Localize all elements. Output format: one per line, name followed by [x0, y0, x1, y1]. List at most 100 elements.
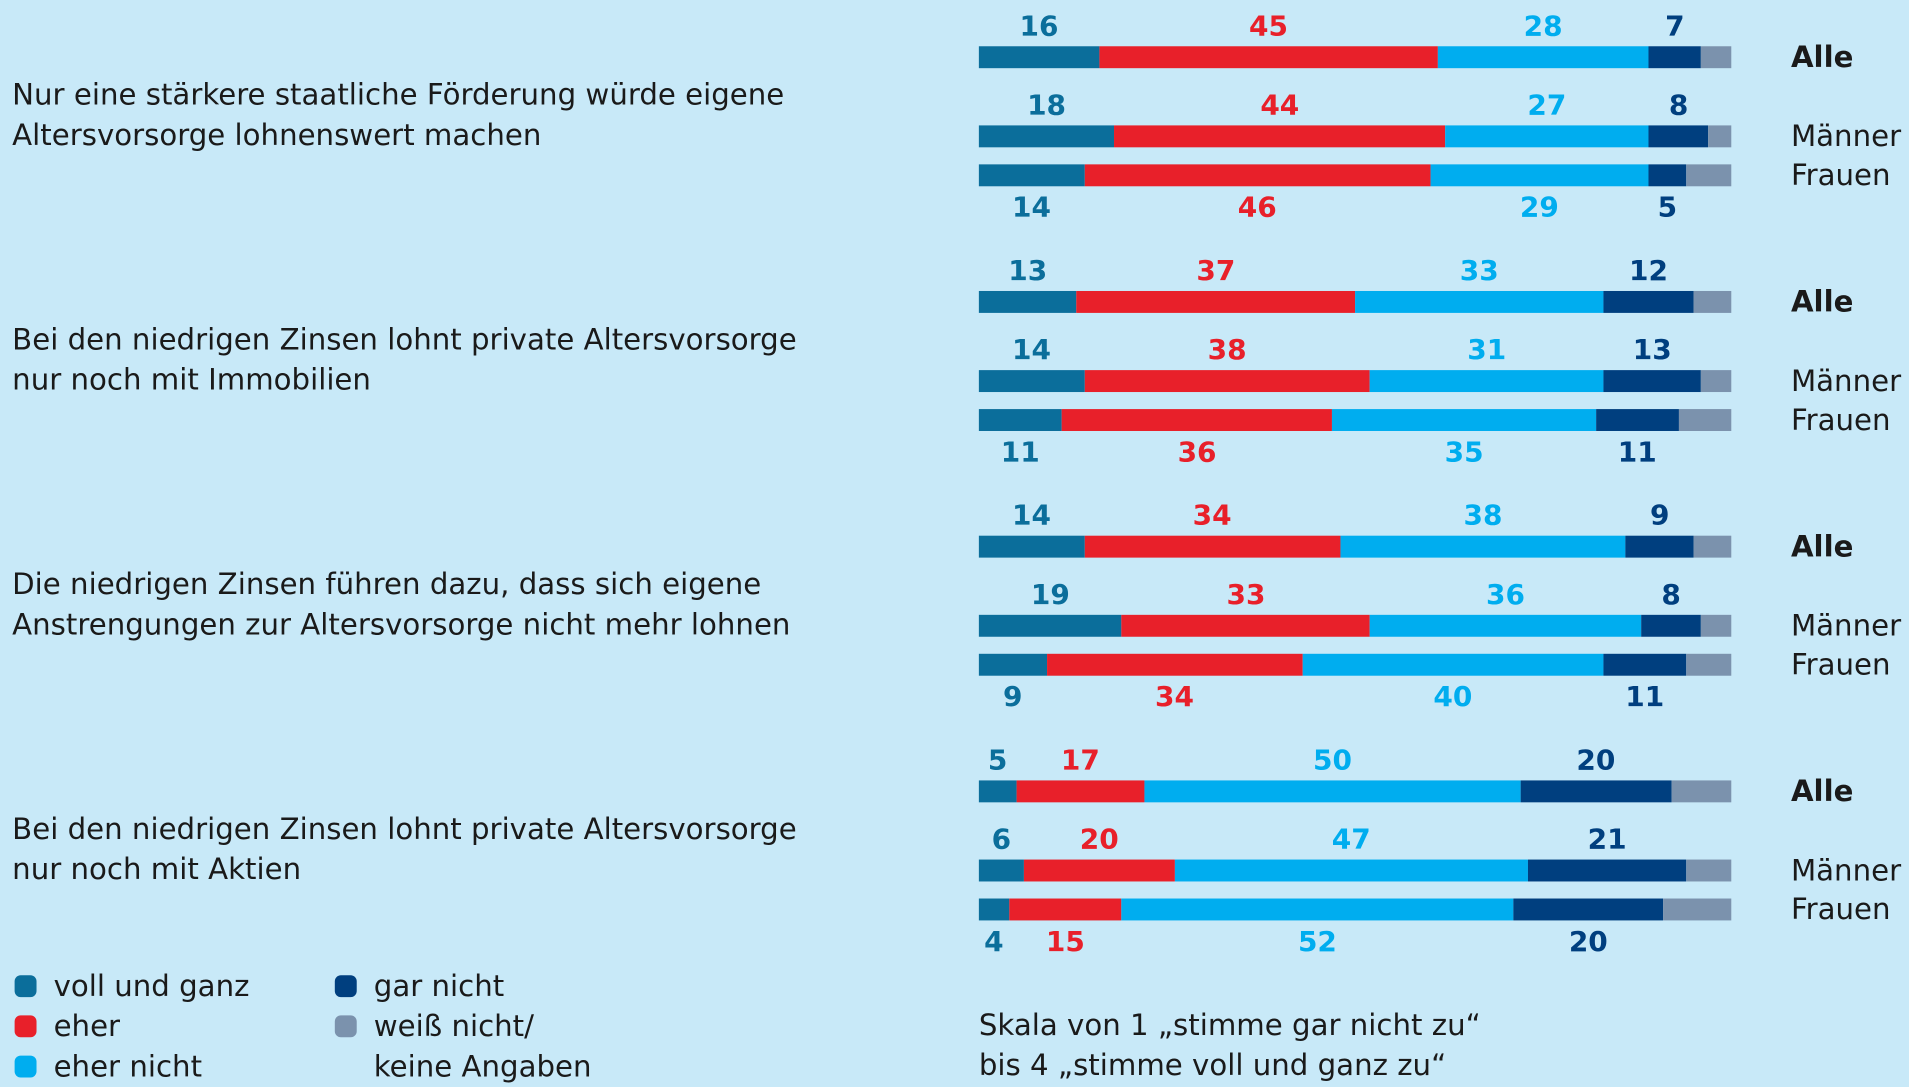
row-label: Männer: [1790, 608, 1902, 643]
bar-segment: [1603, 653, 1687, 676]
row-label: Alle: [1790, 529, 1854, 564]
bar-segment: [1144, 780, 1521, 803]
value-label: 13: [1008, 255, 1048, 288]
row-label: Männer: [1790, 364, 1902, 399]
bar-segment: [1008, 898, 1122, 921]
legend-swatch: [334, 975, 357, 998]
legend-label: weiß nicht/ keine Angaben: [373, 1009, 592, 1084]
bar-segment: [1648, 164, 1687, 187]
bar-segment: [1084, 535, 1341, 558]
legend-swatch: [14, 1015, 37, 1038]
bar-segment: [1302, 653, 1604, 676]
value-label: 11: [1617, 437, 1657, 469]
value-label: 7: [1665, 10, 1685, 43]
legend-swatch: [334, 1015, 357, 1038]
value-label: 12: [1629, 255, 1668, 288]
bar-segment: [978, 46, 1100, 69]
legend-swatch: [14, 1055, 37, 1078]
bar-segment: [1016, 780, 1145, 803]
bar-segment: [1174, 859, 1529, 882]
bar-segment: [1340, 535, 1626, 558]
value-label: 8: [1661, 579, 1681, 612]
value-label: 33: [1226, 579, 1266, 612]
value-label: 38: [1463, 500, 1503, 533]
bar-segment: [1046, 653, 1303, 676]
bar-segment: [1686, 164, 1732, 187]
row-label: Frauen: [1790, 892, 1891, 927]
statement: Bei den niedrigen Zinsen lohnt private A…: [12, 812, 797, 887]
bar-segment: [1437, 46, 1649, 69]
value-label: 35: [1444, 437, 1484, 469]
bar-segment: [978, 164, 1085, 187]
value-label: 9: [1650, 500, 1670, 533]
bar-segment: [1648, 125, 1709, 148]
value-label: 20: [1576, 745, 1616, 777]
bar-segment: [1701, 370, 1732, 393]
value-label: 11: [1625, 681, 1665, 714]
bar-segment: [1693, 535, 1732, 558]
value-label: 15: [1045, 926, 1085, 959]
bar-segment: [978, 370, 1085, 393]
value-label: 28: [1523, 10, 1563, 43]
row-label: Alle: [1790, 40, 1854, 75]
bar-segment: [1520, 780, 1672, 803]
bar-segment: [1084, 370, 1371, 393]
row-label: Frauen: [1790, 402, 1891, 438]
bar-segment: [1603, 370, 1702, 393]
bar-segment: [978, 290, 1077, 313]
bar-segment: [1370, 614, 1641, 637]
value-label: 14: [1012, 334, 1052, 367]
bar-segment: [1640, 614, 1702, 637]
row-label: Alle: [1790, 774, 1854, 809]
legend-label: voll und ganz: [53, 969, 250, 1004]
bar-segment: [1663, 898, 1732, 921]
value-label: 38: [1207, 334, 1247, 367]
bar-segment: [1445, 125, 1649, 148]
legend-label: eher: [53, 1009, 121, 1044]
bar-segment: [1708, 125, 1732, 148]
bar-segment: [1625, 535, 1694, 558]
statement: Nur eine stärkere staatliche Förderung w…: [12, 77, 785, 153]
bar-segment: [978, 409, 1062, 431]
value-label: 9: [1002, 681, 1023, 714]
bar-segment: [1701, 614, 1732, 637]
value-label: 21: [1587, 824, 1627, 856]
bar-segment: [978, 125, 1115, 148]
value-label: 44: [1260, 90, 1300, 122]
value-label: 11: [1000, 437, 1040, 469]
bar-segment: [1061, 409, 1333, 431]
bar-segment: [1024, 859, 1175, 882]
bar-segment: [1084, 164, 1431, 187]
value-label: 5: [1657, 192, 1678, 225]
value-label: 46: [1237, 192, 1277, 225]
bar-segment: [978, 614, 1122, 637]
statement: Die niedrigen Zinsen führen dazu, dass s…: [12, 567, 791, 642]
value-label: 6: [991, 824, 1012, 856]
bar-segment: [1332, 409, 1596, 431]
value-label: 27: [1527, 90, 1567, 122]
legend-label: eher nicht: [53, 1049, 203, 1084]
bar-segment: [1701, 46, 1732, 69]
bar-segment: [1671, 780, 1732, 803]
value-label: 52: [1297, 926, 1337, 959]
bar-segment: [978, 859, 1025, 882]
bar-segment: [978, 535, 1085, 558]
bar-segment: [1430, 164, 1649, 187]
row-label: Frauen: [1790, 647, 1891, 682]
bar-segment: [1121, 614, 1371, 637]
bar-segment: [1513, 898, 1664, 921]
note: Skala von 1 „stimme gar nicht zu“ bis 4 …: [978, 1008, 1481, 1083]
value-label: 14: [1012, 192, 1052, 225]
row-label: Alle: [1790, 284, 1854, 319]
value-label: 33: [1459, 255, 1499, 288]
value-label: 29: [1519, 192, 1559, 225]
bar-segment: [978, 898, 1009, 921]
value-label: 13: [1632, 334, 1672, 367]
value-label: 36: [1486, 579, 1526, 612]
value-label: 20: [1568, 926, 1608, 959]
value-label: 34: [1192, 500, 1232, 533]
value-label: 31: [1467, 334, 1507, 367]
bar-segment: [1370, 370, 1604, 393]
